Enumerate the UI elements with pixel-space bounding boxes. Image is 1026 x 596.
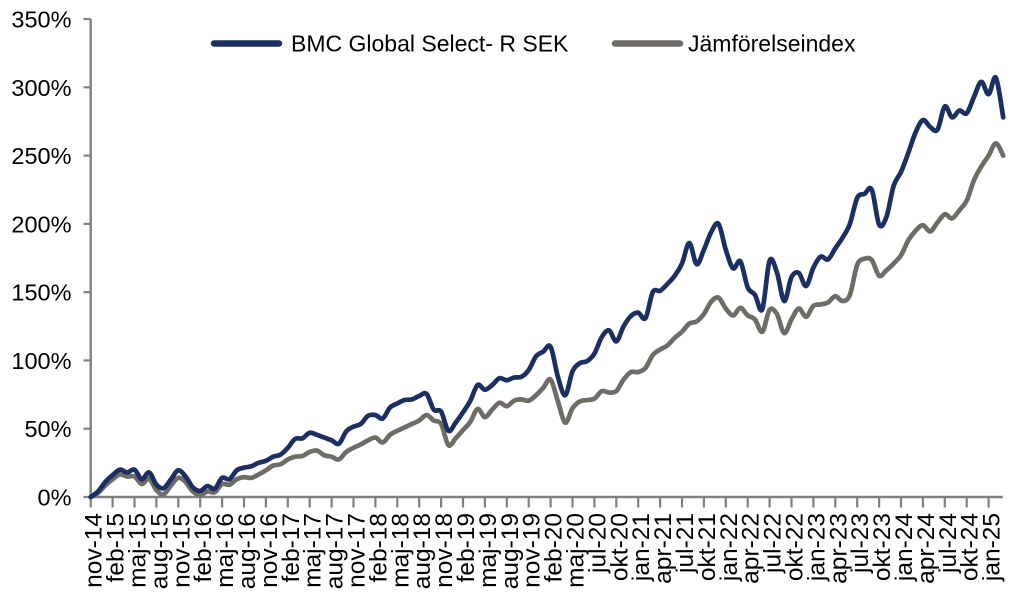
x-axis-label: jul-21 <box>672 513 699 574</box>
x-axis-label: nov-17 <box>344 513 371 588</box>
y-axis-label: 0% <box>38 485 72 511</box>
x-axis-label: maj-17 <box>300 513 327 588</box>
x-axis-label: jan-23 <box>803 513 830 582</box>
x-axis-label: maj-20 <box>563 513 590 588</box>
y-axis-label: 350% <box>11 7 71 33</box>
x-axis-label: okt-23 <box>869 513 896 581</box>
x-axis-label: feb-20 <box>541 513 568 582</box>
x-axis-label: nov-16 <box>256 513 283 588</box>
x-axis-label: nov-19 <box>519 513 546 588</box>
x-axis-label: aug-18 <box>409 513 436 589</box>
x-axis-label: jan-24 <box>891 513 918 582</box>
y-axis-label: 100% <box>11 348 71 374</box>
legend-index-label: Jämförelseindex <box>688 31 856 57</box>
x-axis-label: jul-23 <box>847 513 874 574</box>
x-axis-label: okt-24 <box>957 513 984 581</box>
x-axis-label: apr-24 <box>913 513 940 584</box>
y-axis-label: 200% <box>11 211 71 237</box>
x-axis-label: nov-14 <box>81 513 108 588</box>
x-axis-label: jan-22 <box>716 513 743 582</box>
x-axis-label: okt-20 <box>606 513 633 581</box>
x-axis-label: apr-22 <box>738 513 765 584</box>
y-axis-label: 250% <box>11 143 71 169</box>
x-axis-label: feb-16 <box>190 513 217 582</box>
x-axis-label: feb-19 <box>453 513 480 582</box>
x-axis-label: nov-18 <box>431 513 458 588</box>
y-axis-label: 50% <box>24 416 71 442</box>
x-axis-label: jul-24 <box>935 513 962 574</box>
x-axis-label: maj-19 <box>475 513 502 588</box>
x-axis-label: nov-15 <box>168 513 195 588</box>
x-axis-label: jul-20 <box>584 513 611 574</box>
x-axis-label: aug-15 <box>146 513 173 589</box>
x-axis-label: maj-18 <box>387 513 414 588</box>
series-line-fund <box>88 74 1006 500</box>
y-axis-label: 300% <box>11 75 71 101</box>
x-axis-label: okt-21 <box>694 513 721 581</box>
y-axis-label: 150% <box>11 280 71 306</box>
x-axis-label: feb-18 <box>365 513 392 582</box>
x-axis-label: aug-19 <box>497 513 524 589</box>
x-axis-label: apr-23 <box>825 513 852 584</box>
x-axis-label: apr-21 <box>650 513 677 584</box>
x-axis-label: maj-15 <box>125 513 152 588</box>
x-axis-label: feb-15 <box>103 513 130 582</box>
x-axis-label: okt-22 <box>782 513 809 581</box>
legend-fund-label: BMC Global Select- R SEK <box>291 31 569 57</box>
x-axis-label: feb-17 <box>278 513 305 582</box>
x-axis-label: aug-17 <box>322 513 349 589</box>
series-line-index <box>88 140 1006 500</box>
x-axis-label: jul-22 <box>760 513 787 574</box>
x-axis-label: jan-25 <box>979 513 1006 582</box>
x-axis-label: aug-16 <box>234 513 261 589</box>
x-axis-label: jan-21 <box>628 513 655 582</box>
x-axis-label: maj-16 <box>212 513 239 588</box>
